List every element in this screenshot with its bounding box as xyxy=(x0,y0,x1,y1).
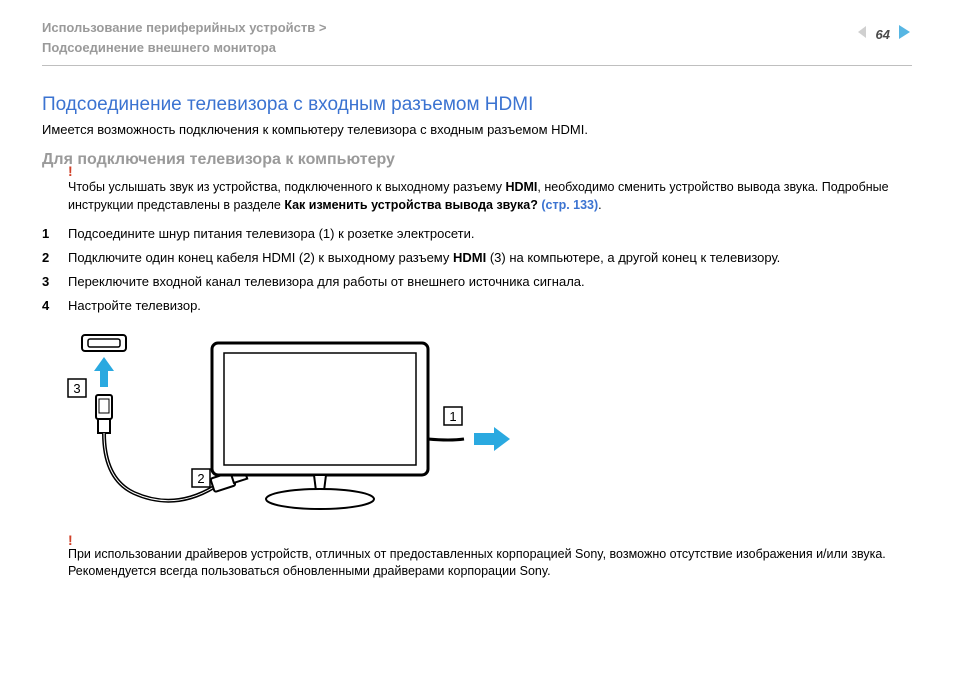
connection-diagram: 3 2 1 xyxy=(64,329,912,534)
tv-monitor-icon xyxy=(212,343,428,509)
label-1-text: 1 xyxy=(449,409,456,424)
warning-icon-2: ! xyxy=(68,532,73,548)
label-3-text: 3 xyxy=(73,381,80,396)
note1-end: . xyxy=(598,198,601,212)
step-1: Подсоедините шнур питания телевизора (1)… xyxy=(42,224,912,244)
arrow-up-icon xyxy=(94,357,114,387)
label-2-box: 2 xyxy=(192,469,210,487)
hdmi-cable xyxy=(104,433,214,501)
breadcrumb-line-1[interactable]: Использование периферийных устройств > xyxy=(42,18,326,38)
nav-prev-icon[interactable] xyxy=(856,25,870,44)
breadcrumb: Использование периферийных устройств > П… xyxy=(42,18,326,57)
hdmi-connector-icon xyxy=(96,395,112,433)
label-2-text: 2 xyxy=(197,471,204,486)
note-1-text: Чтобы услышать звук из устройства, подкл… xyxy=(42,179,912,214)
step-4: Настройте телевизор. xyxy=(42,296,912,316)
label-1-box: 1 xyxy=(444,407,462,425)
step2-hdmi: HDMI xyxy=(453,250,486,265)
note1-pre: Чтобы услышать звук из устройства, подкл… xyxy=(68,180,505,194)
note-2: ! При использовании драйверов устройств,… xyxy=(42,544,912,581)
hdmi-port-icon xyxy=(82,335,126,351)
power-cord xyxy=(428,439,464,440)
step2-pre: Подключите один конец кабеля HDMI (2) к … xyxy=(68,250,453,265)
note1-question: Как изменить устройства вывода звука? xyxy=(284,198,538,212)
label-3-box: 3 xyxy=(68,379,86,397)
arrow-right-icon xyxy=(474,427,510,451)
page-header: Использование периферийных устройств > П… xyxy=(42,18,912,66)
note-1: ! Чтобы услышать звук из устройства, под… xyxy=(42,177,912,214)
intro-text: Имеется возможность подключения к компью… xyxy=(42,122,912,137)
note1-hdmi: HDMI xyxy=(505,180,537,194)
note1-page-link[interactable]: (стр. 133) xyxy=(538,198,598,212)
breadcrumb-line-2[interactable]: Подсоединение внешнего монитора xyxy=(42,38,326,58)
warning-icon: ! xyxy=(68,163,73,179)
page-title: Подсоединение телевизора с входным разъе… xyxy=(42,94,912,116)
page-number: 64 xyxy=(876,27,890,42)
step2-post: (3) на компьютере, а другой конец к теле… xyxy=(486,250,780,265)
section-subtitle: Для подключения телевизора к компьютеру xyxy=(42,151,912,169)
nav-next-icon[interactable] xyxy=(896,24,912,45)
note-2-text: При использовании драйверов устройств, о… xyxy=(42,546,912,581)
page-nav: 64 xyxy=(856,24,912,45)
steps-list: Подсоедините шнур питания телевизора (1)… xyxy=(42,224,912,317)
step-3: Переключите входной канал телевизора для… xyxy=(42,272,912,292)
step-2: Подключите один конец кабеля HDMI (2) к … xyxy=(42,248,912,268)
